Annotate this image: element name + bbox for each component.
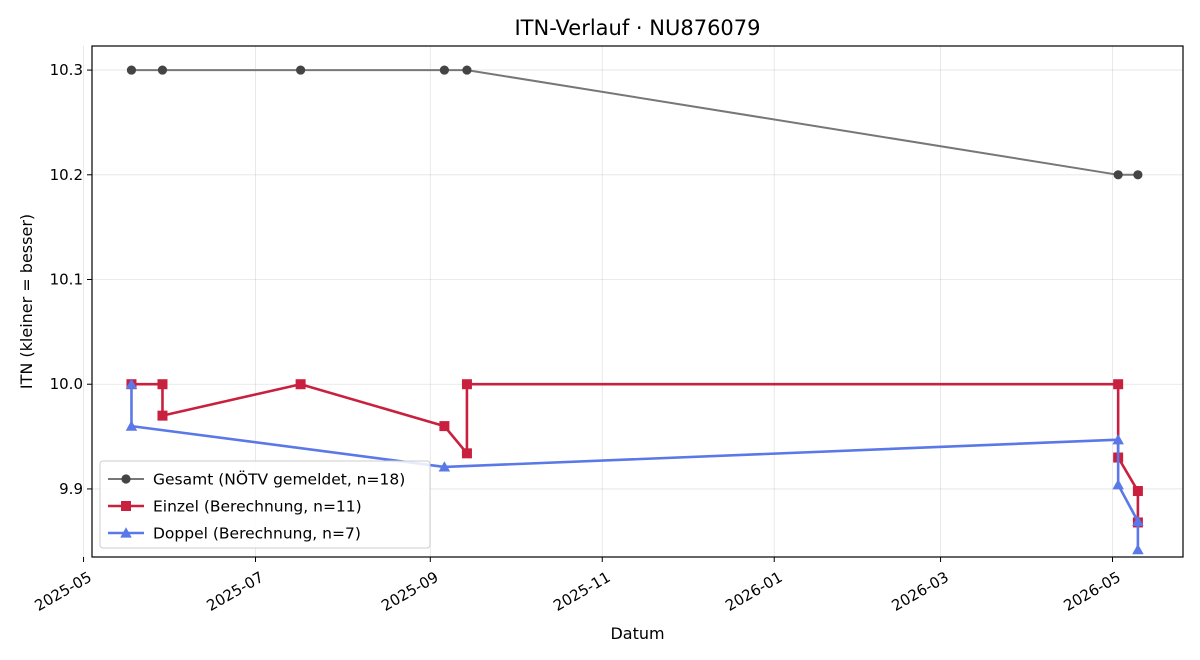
series-line [131, 69, 1138, 176]
legend: Gesamt (NÖTV gemeldet, n=18) Einzel (Bere… [99, 460, 431, 549]
series-layer [125, 65, 1144, 555]
legend-label: Gesamt (NÖTV gemeldet, n=18) [153, 470, 405, 489]
legend-box [99, 460, 431, 549]
y-tick-label: 10.1 [50, 271, 83, 289]
series-3 [125, 378, 1144, 555]
x-axis-label: Datum [610, 624, 664, 643]
y-tick-label: 9.9 [59, 480, 83, 498]
data-point [1113, 170, 1123, 180]
data-point [126, 65, 137, 75]
y-axis-label: ITN (kleiner = besser) [17, 214, 36, 389]
x-axis-ticks: 2025-05 2025-07 2025-09 2025-11 2026-01 2026-… [32, 557, 1124, 615]
y-tick-label: 10.3 [50, 61, 83, 79]
data-point [461, 448, 472, 459]
series-1 [126, 65, 1143, 180]
y-tick-label: 10.0 [50, 375, 83, 393]
data-point [125, 420, 138, 431]
legend-label: Einzel (Berechnung, n=11) [153, 498, 362, 516]
data-point [1113, 379, 1124, 390]
legend-marker [120, 527, 132, 538]
y-axis-ticks: 9.9 10.0 10.1 10.2 10.3 [50, 61, 92, 498]
data-point [1132, 543, 1144, 555]
data-point [1132, 515, 1144, 526]
data-point [1133, 170, 1143, 180]
data-point [1112, 478, 1124, 490]
data-point [462, 65, 472, 75]
x-tick-label: 2026-03 [889, 568, 952, 615]
legend-label: Doppel (Berechnung, n=7) [153, 525, 361, 543]
data-point [295, 379, 306, 390]
legend-item: Doppel (Berechnung, n=7) [108, 525, 361, 543]
chart-title: ITN-Verlauf · NU876079 [514, 16, 760, 40]
data-point [125, 378, 138, 389]
legend-marker [121, 501, 131, 511]
data-point [157, 410, 168, 421]
x-tick-label: 2026-01 [722, 568, 785, 615]
data-point [157, 379, 168, 390]
data-point [296, 65, 306, 75]
x-tick-label: 2026-05 [1060, 568, 1123, 615]
data-point [438, 461, 451, 472]
data-point [1112, 433, 1124, 445]
x-tick-label: 2025-11 [550, 568, 613, 615]
legend-item: Gesamt (NÖTV gemeldet, n=18) [108, 470, 405, 489]
y-tick-label: 10.2 [50, 166, 83, 184]
x-tick-label: 2025-05 [32, 568, 95, 615]
legend-item: Einzel (Berechnung, n=11) [108, 498, 362, 516]
data-point [1132, 486, 1143, 497]
data-point [157, 65, 168, 75]
data-point [439, 421, 450, 432]
plot-frame [91, 45, 1184, 558]
legend-marker [121, 474, 131, 484]
x-tick-label: 2025-09 [378, 568, 441, 615]
x-tick-label: 2025-07 [203, 568, 266, 615]
data-point [439, 65, 449, 75]
data-point [461, 379, 472, 390]
